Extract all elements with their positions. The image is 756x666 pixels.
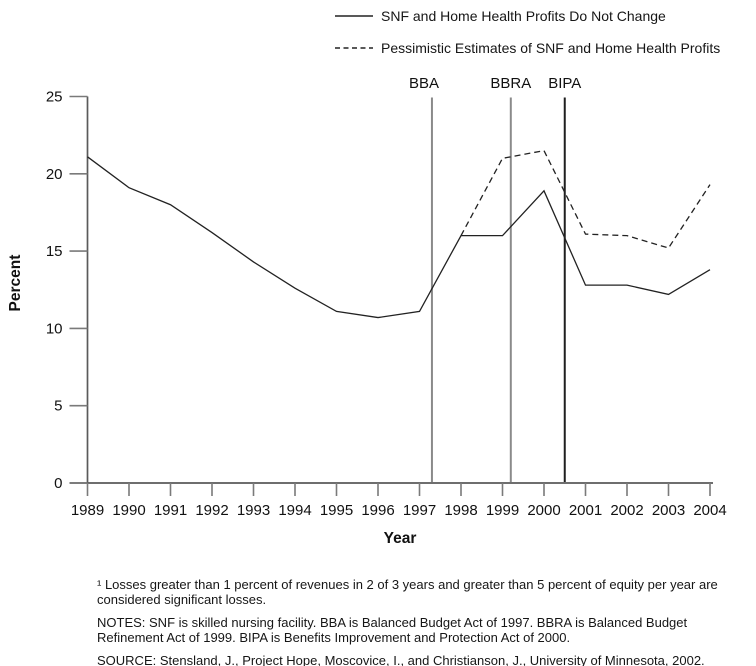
x-tick-label: 1995: [320, 502, 353, 519]
solid-line-swatch-icon: [335, 15, 373, 17]
y-tick-label: 20: [46, 166, 63, 183]
y-tick-label: 0: [54, 475, 62, 492]
x-tick-label: 1998: [444, 502, 477, 519]
x-tick-label: 1997: [403, 502, 436, 519]
x-tick-label: 2002: [610, 502, 643, 519]
x-tick-label: 1994: [278, 502, 311, 519]
y-tick-label: 15: [46, 243, 63, 260]
solid-series-line: [87, 156, 711, 319]
chart-legend: SNF and Home Health Profits Do Not Chang…: [335, 6, 720, 70]
x-tick-label: 2000: [527, 502, 560, 519]
x-tick-label: 2003: [652, 502, 685, 519]
x-axis-title: Year: [384, 530, 417, 547]
legend-label-dashed: Pessimistic Estimates of SNF and Home He…: [381, 40, 721, 56]
x-tick-label: 1999: [486, 502, 519, 519]
source-text: SOURCE: Stensland, J., Project Hope, Mos…: [97, 653, 705, 666]
y-tick-label: 5: [54, 398, 62, 415]
event-label-bipa: BIPA: [548, 75, 581, 92]
x-tick-label: 2001: [569, 502, 602, 519]
x-tick-label: 1989: [71, 502, 104, 519]
dashed-series-line: [460, 149, 711, 249]
chart-footer: ¹ Losses greater than 1 percent of reven…: [97, 577, 749, 666]
x-tick-label: 2004: [693, 502, 726, 519]
x-tick-label: 1990: [112, 502, 145, 519]
notes-text: NOTES: SNF is skilled nursing facility. …: [97, 615, 688, 645]
legend-item-dashed: Pessimistic Estimates of SNF and Home He…: [335, 38, 720, 58]
footnote-text: ¹ Losses greater than 1 percent of reven…: [97, 577, 718, 607]
x-tick-label: 1991: [154, 502, 187, 519]
profit-line-chart: 0 5 10 15 20 25 1989 1990 1991 1992 1993 1994 1995 19…: [7, 75, 727, 547]
y-tick-label: 25: [46, 89, 63, 106]
y-axis-title: Percent: [7, 255, 24, 312]
dashed-line-swatch-icon: [335, 47, 373, 49]
x-tick-label: 1996: [361, 502, 394, 519]
legend-item-solid: SNF and Home Health Profits Do Not Chang…: [335, 6, 720, 26]
event-label-bbra: BBRA: [490, 75, 531, 92]
x-tick-label: 1992: [195, 502, 228, 519]
y-tick-label: 10: [46, 320, 63, 337]
event-label-bba: BBA: [409, 75, 439, 92]
legend-label-solid: SNF and Home Health Profits Do Not Chang…: [381, 8, 666, 24]
x-tick-label: 1993: [237, 502, 270, 519]
